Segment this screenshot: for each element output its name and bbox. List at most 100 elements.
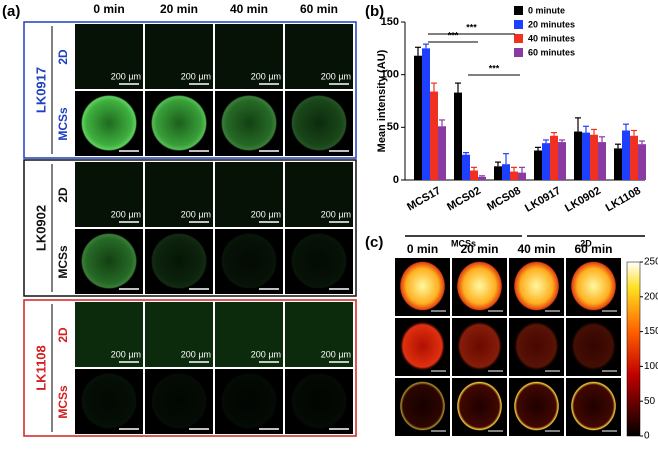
bar <box>542 143 550 180</box>
column-header: 60 min <box>300 2 338 16</box>
scale-label: 200 µm <box>321 349 351 359</box>
bar <box>438 126 446 180</box>
bar <box>574 131 582 180</box>
heatmap-spheroid <box>513 381 560 431</box>
heatmap-spheroid <box>399 381 446 431</box>
row-label: 2D <box>56 327 70 343</box>
group-name: LK0902 <box>33 205 48 251</box>
group-name: LK0917 <box>33 67 48 113</box>
y-tick-label: 150 <box>381 16 399 28</box>
spheroid <box>221 373 277 429</box>
micrograph <box>285 302 353 367</box>
spheroid <box>151 95 207 151</box>
bar <box>630 135 638 180</box>
x-tick-label: LK0917 <box>523 185 563 215</box>
group-label: 2D <box>580 238 592 248</box>
legend-swatch <box>514 6 523 15</box>
group-frame <box>23 299 357 437</box>
spheroid <box>81 373 137 429</box>
colorbar-tick-label: 50 <box>644 396 656 407</box>
scale-label: 200 µm <box>251 71 281 81</box>
panel-label: (a) <box>2 3 20 20</box>
scale-label: 200 µm <box>181 71 211 81</box>
scale-label: 200 µm <box>111 71 141 81</box>
heatmap-spheroid <box>570 381 617 431</box>
heatmap-spheroid <box>570 261 617 311</box>
micrograph <box>215 24 283 89</box>
heatmap-spheroid <box>399 261 446 311</box>
scale-label: 200 µm <box>251 209 281 219</box>
bar <box>534 150 542 180</box>
x-tick-label: MCS17 <box>405 185 443 214</box>
significance-label: *** <box>448 30 459 40</box>
bar <box>558 142 566 180</box>
y-tick-label: 100 <box>381 69 399 81</box>
micrograph <box>285 24 353 89</box>
heatmap-spheroid <box>570 321 617 371</box>
group-frame <box>23 159 357 297</box>
heatmap-spheroid <box>456 381 503 431</box>
column-header: 20 min <box>460 242 498 256</box>
column-header: 0 min <box>407 242 438 256</box>
bar <box>430 91 438 180</box>
heatmap-spheroid <box>513 321 560 371</box>
heatmap-spheroid <box>513 261 560 311</box>
group-label: MCSs <box>451 238 476 248</box>
bar <box>454 92 462 180</box>
heatmap-spheroid <box>456 261 503 311</box>
legend-label: 0 minute <box>528 5 565 15</box>
bar <box>518 172 526 180</box>
scale-label: 200 µm <box>251 349 281 359</box>
spheroid <box>291 233 347 289</box>
y-tick-label: 0 <box>393 174 399 186</box>
row-label: 2D <box>56 49 70 65</box>
group-name: LK1108 <box>33 345 48 391</box>
micrograph <box>75 302 143 367</box>
heatmap-spheroid <box>456 321 503 371</box>
bar <box>550 135 558 180</box>
panel-label: (c) <box>365 234 383 251</box>
micrograph <box>285 162 353 227</box>
spheroid <box>291 373 347 429</box>
scale-label: 200 µm <box>181 349 211 359</box>
micrograph <box>215 302 283 367</box>
spheroid <box>151 373 207 429</box>
spheroid <box>81 233 137 289</box>
bar <box>422 48 430 181</box>
colorbar-tick-label: 250 <box>644 257 658 268</box>
spheroid <box>221 95 277 151</box>
scale-label: 200 µm <box>111 209 141 219</box>
column-header: 60 min <box>574 242 612 256</box>
scale-label: 200 µm <box>321 209 351 219</box>
spheroid <box>221 233 277 289</box>
legend-swatch <box>514 34 523 43</box>
micrograph <box>145 24 213 89</box>
bar <box>590 134 598 180</box>
legend-label: 60 minutes <box>528 47 575 57</box>
column-header: 0 min <box>93 2 124 16</box>
x-tick-label: LK1108 <box>604 185 643 215</box>
bar <box>462 154 470 180</box>
row-label: MCSs <box>56 245 70 279</box>
scale-label: 200 µm <box>321 71 351 81</box>
micrograph <box>75 162 143 227</box>
bar <box>582 132 590 180</box>
row-label: 2D <box>56 187 70 203</box>
colorbar <box>626 261 641 437</box>
column-header: 20 min <box>160 2 198 16</box>
bar <box>622 130 630 180</box>
micrograph <box>75 24 143 89</box>
y-axis-title: Mean intensity (AU) <box>376 49 388 152</box>
bar <box>470 170 478 180</box>
heatmap-spheroid <box>399 321 446 371</box>
spheroid <box>291 95 347 151</box>
bar <box>510 171 518 180</box>
legend-label: 20 minutes <box>528 19 575 29</box>
row-label: MCSs <box>56 107 70 141</box>
legend-swatch <box>514 20 523 29</box>
bar <box>638 144 646 180</box>
legend-label: 40 minutes <box>528 33 575 43</box>
bar <box>414 55 422 180</box>
bar <box>598 142 606 180</box>
